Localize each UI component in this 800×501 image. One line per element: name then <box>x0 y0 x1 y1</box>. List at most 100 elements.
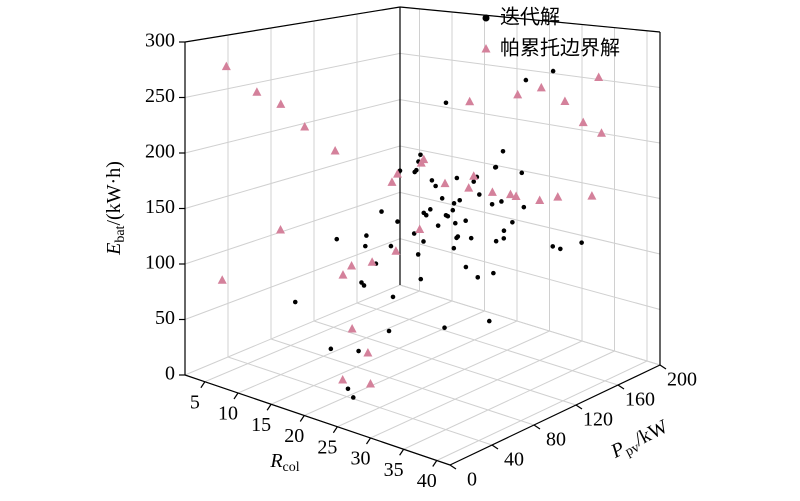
data-point <box>500 148 506 154</box>
data-point <box>486 318 492 324</box>
data-point <box>510 219 515 225</box>
data-point <box>347 323 357 333</box>
data-point <box>550 244 556 249</box>
axis-label-main: E <box>103 243 125 256</box>
x-tick-label: 15 <box>251 414 271 436</box>
data-point <box>453 220 458 226</box>
data-point <box>419 154 429 164</box>
z-tick-label: 300 <box>145 30 175 52</box>
y-tick-label: 160 <box>625 389 655 411</box>
tick-mark <box>332 426 338 434</box>
tick-mark <box>200 381 206 389</box>
data-point <box>356 348 361 354</box>
labels: 0 50 100 150 200 250 300 5 10 15 20 25 30 35 40 0 40 80 12… <box>103 5 697 493</box>
tick-mark <box>659 364 667 370</box>
y-tick-label: 80 <box>546 429 566 451</box>
legend-marker <box>482 14 490 22</box>
data-point <box>386 328 392 334</box>
grid-line <box>184 284 401 376</box>
tick-mark <box>575 404 583 410</box>
data-point <box>519 170 525 176</box>
data-point <box>359 280 364 285</box>
axis-edge <box>184 6 401 43</box>
grid-line <box>436 360 648 461</box>
data-point <box>418 152 423 158</box>
data-point <box>328 346 334 352</box>
legend-label: 帕累托边界解 <box>500 36 620 60</box>
data-point <box>391 246 401 255</box>
data-point <box>395 219 400 224</box>
data-point <box>450 207 456 213</box>
data-point <box>433 183 438 189</box>
grid-line <box>399 52 661 88</box>
grid-line <box>370 340 583 439</box>
data-point <box>439 196 445 201</box>
data-point <box>415 224 425 233</box>
data-point <box>558 246 563 252</box>
data-point <box>553 192 563 201</box>
data-point <box>421 239 426 244</box>
legend-marker <box>481 44 491 53</box>
data-point <box>423 212 429 218</box>
axis-edge <box>399 6 661 33</box>
legend-entry: 帕累托边界解 <box>481 36 620 60</box>
data-point <box>468 235 474 241</box>
data-point <box>513 89 523 99</box>
data-point <box>463 218 468 224</box>
data-point <box>276 224 286 234</box>
z-tick-label: 250 <box>145 85 175 107</box>
grid-line <box>184 99 401 154</box>
data-point <box>338 375 348 384</box>
x-tick-label: 40 <box>417 470 437 492</box>
data-point <box>411 231 417 236</box>
data-point <box>499 199 504 204</box>
data-point <box>535 195 545 204</box>
grid-line <box>337 330 550 428</box>
legend-entry: 迭代解 <box>482 5 560 29</box>
data-point <box>364 233 369 238</box>
data-point <box>454 175 460 181</box>
data-point <box>477 192 482 197</box>
data-point <box>415 252 421 257</box>
data-point <box>491 270 496 276</box>
marks <box>217 61 606 400</box>
axis-label-sub: pv <box>623 440 642 460</box>
z-tick-label: 150 <box>145 196 175 218</box>
grid-line <box>399 238 661 310</box>
data-point <box>489 201 495 207</box>
x-tick-label: 30 <box>351 448 371 470</box>
data-point <box>464 183 474 192</box>
data-point <box>578 117 588 127</box>
data-point <box>221 61 231 71</box>
data-point <box>501 228 507 234</box>
tick-mark <box>399 448 405 456</box>
data-point <box>334 236 340 242</box>
tick-mark <box>366 437 371 445</box>
data-point <box>390 294 396 300</box>
tick-mark <box>449 464 457 470</box>
data-point <box>550 68 556 74</box>
data-point <box>428 207 433 212</box>
data-point <box>560 96 570 106</box>
axis-label-sub: col <box>283 460 300 475</box>
data-point <box>418 276 424 282</box>
data-point <box>536 82 546 92</box>
data-point <box>469 171 479 180</box>
data-point <box>506 189 515 199</box>
data-point <box>366 378 375 388</box>
y-tick-label: 0 <box>467 469 477 491</box>
z_label-axis-label: Ebat/(kW·h) <box>103 161 129 256</box>
data-point <box>451 201 457 206</box>
grid-line <box>184 145 401 209</box>
data-point <box>594 72 604 81</box>
data-point <box>435 223 441 228</box>
x_label-axis-label: Rcol <box>269 450 299 476</box>
data-point <box>487 187 497 196</box>
data-point <box>252 87 262 96</box>
grid-line <box>304 320 518 416</box>
data-point <box>363 243 368 249</box>
axis-edge <box>184 374 451 466</box>
z-tick-label: 50 <box>155 307 175 329</box>
data-point <box>414 167 419 173</box>
